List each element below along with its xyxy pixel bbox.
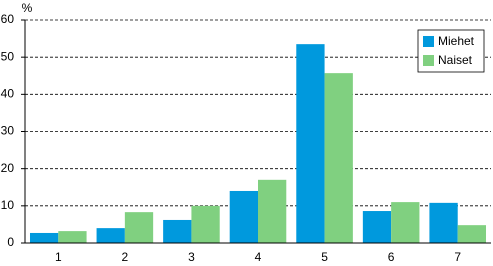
bar [457, 225, 487, 243]
legend-label: Naiset [438, 53, 473, 67]
y-axis-label: % [22, 1, 33, 15]
bar [229, 190, 258, 243]
bar [124, 212, 154, 243]
bar [258, 179, 287, 243]
y-tick-label: 20 [1, 161, 15, 175]
x-tick-label: 6 [388, 250, 395, 264]
x-tick-label: 1 [55, 250, 62, 264]
y-tick-label: 0 [7, 235, 14, 249]
legend-swatch [423, 36, 434, 47]
bar [191, 205, 220, 243]
y-tick-label: 50 [1, 49, 15, 63]
x-tick-label: 5 [321, 250, 328, 264]
x-tick-label: 7 [454, 250, 461, 264]
legend-label: Miehet [438, 34, 475, 48]
bar [29, 232, 59, 243]
bar [429, 202, 458, 243]
bar [163, 219, 192, 243]
bar [296, 44, 325, 244]
bar [96, 228, 125, 243]
y-tick-label: 10 [1, 198, 15, 212]
x-tick-label: 3 [188, 250, 195, 264]
legend-swatch [423, 55, 434, 66]
x-tick-label: 2 [122, 250, 129, 264]
bar [58, 231, 87, 243]
bar [391, 202, 420, 243]
bar [362, 211, 392, 243]
y-tick-label: 30 [1, 124, 15, 138]
x-tick-label: 4 [255, 250, 262, 264]
y-tick-label: 40 [1, 87, 15, 101]
y-tick-label: 60 [1, 12, 15, 26]
bar [324, 73, 353, 243]
